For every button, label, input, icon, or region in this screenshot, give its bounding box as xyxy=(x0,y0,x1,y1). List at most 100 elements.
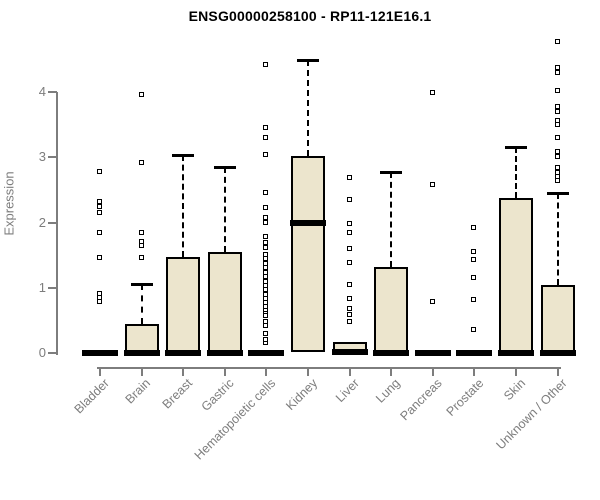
chart-title: ENSG00000258100 - RP11-121E16.1 xyxy=(188,8,432,24)
outlier-point xyxy=(97,204,102,210)
outlier-point xyxy=(554,149,560,155)
box xyxy=(166,257,201,353)
y-tick-label: 4 xyxy=(38,84,46,99)
y-axis-tick xyxy=(48,286,57,289)
outlier-point xyxy=(263,62,269,68)
outlier-point xyxy=(346,175,352,181)
x-axis-tick xyxy=(390,367,393,376)
median-line xyxy=(331,348,368,355)
outlier-point xyxy=(263,313,269,319)
outlier-point xyxy=(97,209,102,215)
x-axis-tick xyxy=(223,367,226,376)
outlier-point xyxy=(429,299,435,305)
y-axis-tick xyxy=(48,352,57,354)
outlier-point xyxy=(97,291,102,297)
outlier-point xyxy=(346,220,352,226)
outlier-point xyxy=(346,318,352,324)
y-axis-tick xyxy=(48,156,57,159)
outlier-point xyxy=(138,92,144,98)
outlier-point xyxy=(554,165,560,171)
outlier-point xyxy=(471,274,477,280)
outlier-point xyxy=(263,318,269,324)
y-tick-label: 2 xyxy=(38,214,46,230)
median-line xyxy=(206,350,243,356)
outlier-point xyxy=(97,199,102,205)
outlier-point xyxy=(97,169,102,175)
outlier-point xyxy=(471,327,477,333)
x-axis-tick xyxy=(182,367,185,376)
x-axis-category-label: Bladder xyxy=(71,376,112,417)
outlier-point xyxy=(263,252,269,258)
x-axis-category-label: Brain xyxy=(122,376,154,407)
upper-whisker xyxy=(182,155,185,258)
x-axis-category-label: Breast xyxy=(159,376,196,412)
box xyxy=(499,198,533,353)
outlier-point xyxy=(346,197,352,203)
upper-whisker-cap xyxy=(130,282,153,286)
outlier-point xyxy=(263,214,269,220)
x-axis-tick xyxy=(265,367,268,376)
outlier-point xyxy=(554,38,560,44)
outlier-point xyxy=(263,134,269,140)
outlier-point xyxy=(138,239,144,245)
median-line xyxy=(498,350,534,356)
x-axis-category-label: Prostate xyxy=(443,376,487,419)
y-axis-tick xyxy=(48,221,57,224)
x-axis-category-label: Unknown / Other xyxy=(493,376,570,453)
outlier-point xyxy=(471,248,477,254)
median-line xyxy=(373,350,410,356)
outlier-point xyxy=(263,265,269,271)
x-axis-category-label: Pancreas xyxy=(397,376,445,424)
y-tick-label: 1 xyxy=(38,279,46,295)
upper-whisker-cap xyxy=(546,192,569,196)
outlier-point xyxy=(263,260,269,266)
x-axis-tick xyxy=(348,367,351,376)
upper-whisker xyxy=(390,172,393,267)
outlier-point xyxy=(471,224,477,230)
outlier-point xyxy=(97,254,102,260)
outlier-point xyxy=(554,70,560,76)
median-line xyxy=(290,220,326,227)
y-axis-line xyxy=(56,92,58,355)
outlier-point xyxy=(263,239,269,245)
upper-whisker-cap xyxy=(172,154,195,158)
median-line xyxy=(456,350,493,356)
upper-whisker xyxy=(223,167,226,252)
upper-whisker xyxy=(556,193,559,286)
outlier-point xyxy=(263,152,269,158)
x-axis-category-label: Hematopoietic cells xyxy=(191,376,279,463)
upper-whisker-cap xyxy=(213,166,236,170)
outlier-point xyxy=(346,282,352,288)
outlier-point xyxy=(263,278,269,284)
box xyxy=(540,285,575,353)
outlier-point xyxy=(263,296,269,302)
outlier-point xyxy=(346,259,352,265)
median-line xyxy=(165,350,202,356)
outlier-point xyxy=(346,229,352,235)
outlier-point xyxy=(429,90,435,96)
x-axis-line xyxy=(97,367,561,369)
outlier-point xyxy=(138,160,144,166)
outlier-point xyxy=(97,229,102,235)
outlier-point xyxy=(138,229,144,235)
median-line xyxy=(414,350,451,356)
outlier-point xyxy=(263,233,269,239)
upper-whisker-cap xyxy=(505,145,527,149)
outlier-point xyxy=(554,169,560,175)
x-axis-tick xyxy=(99,367,101,376)
median-line xyxy=(248,350,285,356)
outlier-point xyxy=(263,269,269,275)
median-line xyxy=(539,350,576,356)
upper-whisker-cap xyxy=(297,59,319,63)
outlier-point xyxy=(554,117,560,123)
outlier-point xyxy=(554,104,560,109)
x-axis-tick xyxy=(140,367,143,376)
box xyxy=(374,266,409,353)
x-axis-tick xyxy=(556,367,559,376)
outlier-point xyxy=(263,205,269,211)
outlier-point xyxy=(429,182,435,188)
x-axis-tick xyxy=(515,367,517,376)
x-axis-category-label: Liver xyxy=(332,376,362,406)
